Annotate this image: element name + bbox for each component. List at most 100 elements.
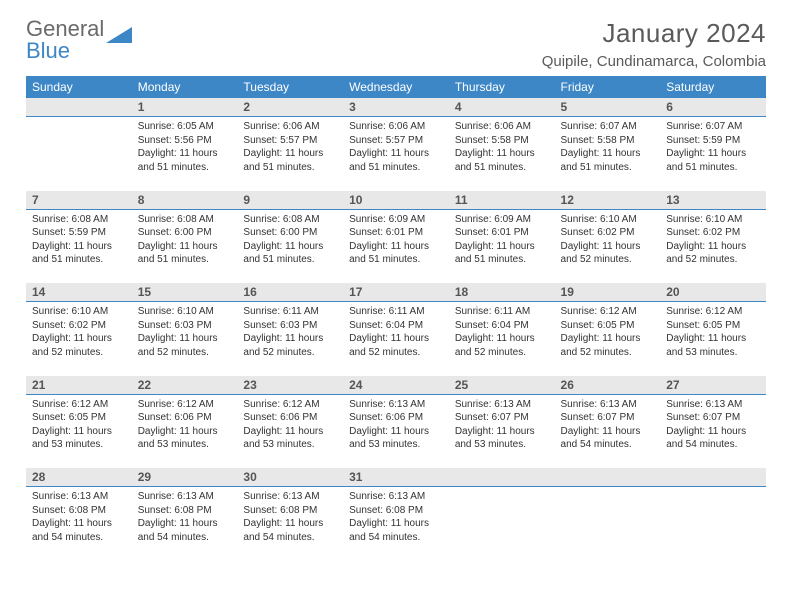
weekday-header: Tuesday [237,76,343,98]
day-number-cell: 2 [237,98,343,117]
day-info-row: Sunrise: 6:13 AM Sunset: 6:08 PM Daylight:… [26,487,766,555]
sunset-text: Sunset: 6:02 PM [32,319,126,333]
title-block: January 2024 Quipile, Cundinamarca, Colo… [542,18,766,70]
sunset-text: Sunset: 6:00 PM [243,226,337,240]
sunrise-text: Sunrise: 6:08 AM [32,213,126,227]
day-info-cell: Sunrise: 6:13 AMSunset: 6:07 PMDaylight:… [660,394,766,462]
location-text: Quipile, Cundinamarca, Colombia [542,53,766,70]
sunset-text: Sunset: 6:06 PM [243,411,337,425]
sunrise-text: Sunrise: 6:13 AM [138,490,232,504]
sunrise-text: Sunrise: 6:11 AM [349,305,443,319]
day-number-cell: 7 [26,191,132,210]
day-number-row: 21222324252627 [26,376,766,395]
sunrise-text: Sunrise: 6:05 AM [138,120,232,134]
sunset-text: Sunset: 5:56 PM [138,134,232,148]
sunset-text: Sunset: 6:04 PM [455,319,549,333]
day-info-row: Sunrise: 6:10 AMSunset: 6:02 PMDaylight:… [26,302,766,370]
day-number-cell: 24 [343,376,449,395]
daylight-text: Daylight: 11 hours and 52 minutes. [138,332,232,359]
daylight-text: Daylight: 11 hours and 52 minutes. [666,240,760,267]
day-info-cell: Sunrise: 6:09 AMSunset: 6:01 PMDaylight:… [343,209,449,277]
calendar-table: SundayMondayTuesdayWednesdayThursdayFrid… [26,76,766,555]
sunset-text: Sunset: 5:57 PM [243,134,337,148]
day-number-cell: 22 [132,376,238,395]
daylight-text: Daylight: 11 hours and 51 minutes. [138,147,232,174]
weekday-header: Friday [555,76,661,98]
day-info-cell: Sunrise: 6:13 AMSunset: 6:08 PMDaylight:… [26,487,132,555]
day-info-cell: Sunrise: 6:11 AMSunset: 6:04 PMDaylight:… [449,302,555,370]
weekday-header: Thursday [449,76,555,98]
day-info-cell: Sunrise: 6:05 AMSunset: 5:56 PMDaylight:… [132,117,238,185]
daylight-text: Daylight: 11 hours and 51 minutes. [455,147,549,174]
daylight-text: Daylight: 11 hours and 51 minutes. [349,240,443,267]
calendar-page: General Blue January 2024 Quipile, Cundi… [0,0,792,573]
day-info-cell: Sunrise: 6:11 AMSunset: 6:04 PMDaylight:… [343,302,449,370]
day-info-cell: Sunrise: 6:06 AMSunset: 5:57 PMDaylight:… [343,117,449,185]
day-info-cell [26,117,132,185]
sunset-text: Sunset: 6:06 PM [138,411,232,425]
weekday-header: Saturday [660,76,766,98]
day-info-cell: Sunrise: 6:10 AMSunset: 6:02 PMDaylight:… [660,209,766,277]
day-info-cell [660,487,766,555]
day-number-cell: 11 [449,191,555,210]
day-info-cell: Sunrise: 6:07 AMSunset: 5:58 PMDaylight:… [555,117,661,185]
daylight-text: Daylight: 11 hours and 51 minutes. [561,147,655,174]
daylight-text: Daylight: 11 hours and 52 minutes. [32,332,126,359]
day-number-cell: 6 [660,98,766,117]
day-info-cell: Sunrise: 6:10 AMSunset: 6:02 PMDaylight:… [555,209,661,277]
day-number-cell: 30 [237,468,343,487]
day-number-cell: 27 [660,376,766,395]
brand-part2: Blue [26,38,70,63]
sunrise-text: Sunrise: 6:12 AM [138,398,232,412]
sunset-text: Sunset: 6:08 PM [243,504,337,518]
sunset-text: Sunset: 6:00 PM [138,226,232,240]
sunset-text: Sunset: 6:07 PM [561,411,655,425]
sunrise-text: Sunrise: 6:10 AM [666,213,760,227]
day-info-cell [449,487,555,555]
day-number-cell: 20 [660,283,766,302]
sunset-text: Sunset: 6:05 PM [32,411,126,425]
sunset-text: Sunset: 6:02 PM [666,226,760,240]
sunrise-text: Sunrise: 6:06 AM [455,120,549,134]
day-info-cell: Sunrise: 6:12 AMSunset: 6:06 PMDaylight:… [132,394,238,462]
daylight-text: Daylight: 11 hours and 54 minutes. [138,517,232,544]
sunset-text: Sunset: 6:05 PM [666,319,760,333]
day-number-row: 123456 [26,98,766,117]
day-number-cell: 12 [555,191,661,210]
day-number-cell [555,468,661,487]
day-info-cell: Sunrise: 6:10 AMSunset: 6:03 PMDaylight:… [132,302,238,370]
sunrise-text: Sunrise: 6:13 AM [455,398,549,412]
sunrise-text: Sunrise: 6:08 AM [243,213,337,227]
daylight-text: Daylight: 11 hours and 52 minutes. [349,332,443,359]
day-info-cell: Sunrise: 6:11 AMSunset: 6:03 PMDaylight:… [237,302,343,370]
day-number-cell: 26 [555,376,661,395]
day-number-cell: 14 [26,283,132,302]
sunset-text: Sunset: 6:01 PM [349,226,443,240]
daylight-text: Daylight: 11 hours and 52 minutes. [243,332,337,359]
sunrise-text: Sunrise: 6:12 AM [243,398,337,412]
daylight-text: Daylight: 11 hours and 53 minutes. [138,425,232,452]
sunrise-text: Sunrise: 6:10 AM [138,305,232,319]
day-info-cell: Sunrise: 6:13 AMSunset: 6:08 PMDaylight:… [343,487,449,555]
sunrise-text: Sunrise: 6:12 AM [666,305,760,319]
sunrise-text: Sunrise: 6:09 AM [349,213,443,227]
daylight-text: Daylight: 11 hours and 53 minutes. [32,425,126,452]
day-number-cell: 13 [660,191,766,210]
sunset-text: Sunset: 5:59 PM [32,226,126,240]
sunrise-text: Sunrise: 6:13 AM [349,490,443,504]
day-info-cell: Sunrise: 6:08 AMSunset: 6:00 PMDaylight:… [132,209,238,277]
daylight-text: Daylight: 11 hours and 51 minutes. [243,147,337,174]
sunrise-text: Sunrise: 6:13 AM [666,398,760,412]
brand-triangle-icon [106,25,132,52]
month-title: January 2024 [542,18,766,49]
daylight-text: Daylight: 11 hours and 53 minutes. [666,332,760,359]
sunrise-text: Sunrise: 6:09 AM [455,213,549,227]
sunset-text: Sunset: 6:07 PM [455,411,549,425]
sunrise-text: Sunrise: 6:07 AM [666,120,760,134]
day-number-cell: 16 [237,283,343,302]
daylight-text: Daylight: 11 hours and 54 minutes. [349,517,443,544]
daylight-text: Daylight: 11 hours and 54 minutes. [666,425,760,452]
day-number-cell: 1 [132,98,238,117]
day-info-row: Sunrise: 6:12 AMSunset: 6:05 PMDaylight:… [26,394,766,462]
day-info-cell: Sunrise: 6:07 AMSunset: 5:59 PMDaylight:… [660,117,766,185]
